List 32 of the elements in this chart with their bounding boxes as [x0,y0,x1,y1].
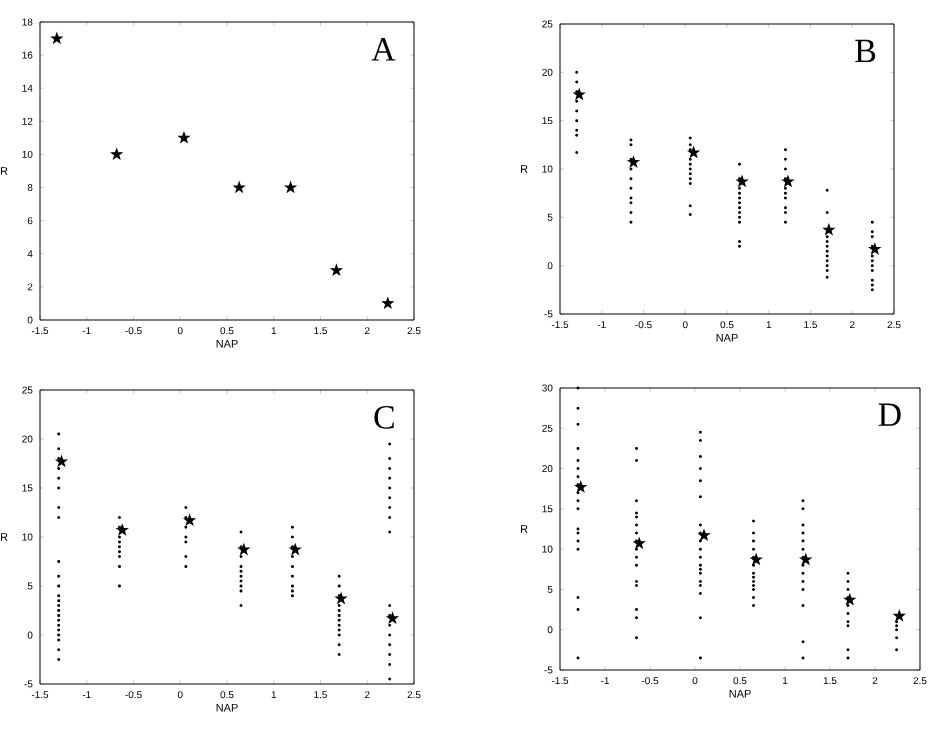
point [184,514,196,526]
point [51,32,63,44]
point [55,455,68,467]
point [285,181,297,193]
point [233,181,245,193]
point [116,524,128,535]
point [698,529,710,541]
annotation: B [855,39,876,63]
point [330,264,342,276]
point [750,553,762,565]
point [335,592,347,604]
point [238,543,250,555]
point [382,297,394,309]
point [627,156,640,168]
point [178,132,190,143]
point [869,243,881,255]
point [688,146,700,158]
point [633,537,645,549]
point [386,612,399,624]
point [111,148,123,160]
point [573,88,585,100]
point [736,175,748,187]
annotation: A [371,38,396,61]
point [575,481,587,492]
point [893,610,905,621]
annotation: D [878,403,901,426]
point [823,224,835,235]
point [844,594,856,605]
point [289,543,301,555]
point [782,175,794,187]
annotation: C [374,405,394,429]
point [800,553,812,565]
